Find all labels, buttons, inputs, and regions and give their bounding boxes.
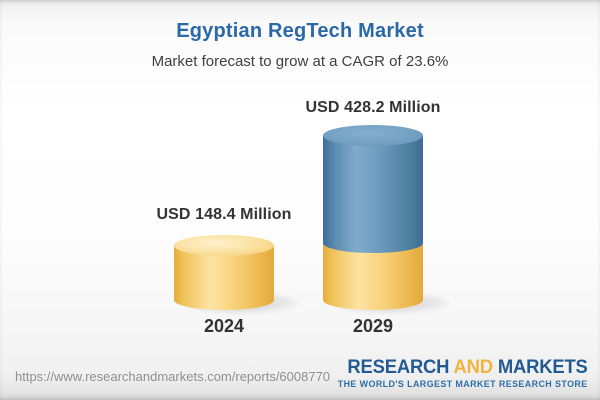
bar-2024-category-label: 2024 — [203, 316, 245, 336]
bar-2024-cylinder-top — [174, 235, 274, 256]
bar-2029-base-segment — [323, 243, 423, 310]
brand-word-research: RESEARCH — [347, 357, 450, 378]
bar-2024-cylinder — [174, 246, 274, 310]
chart-title: Egyptian RegTech Market — [176, 20, 424, 42]
brand-logo: RESEARCH AND MARKETS THE WORLD'S LARGEST… — [338, 358, 588, 389]
report-url: https://www.researchandmarkets.com/repor… — [15, 369, 331, 384]
bar-2029-category-label: 2029 — [352, 316, 394, 336]
brand-word-markets: MARKETS — [498, 357, 588, 378]
bar-2024-value-label: USD 148.4 Million — [156, 206, 292, 223]
brand-tagline: THE WORLD'S LARGEST MARKET RESEARCH STOR… — [338, 378, 588, 389]
bar-2029-value-label: USD 428.2 Million — [305, 99, 441, 116]
brand-logo-wordmark: RESEARCH AND MARKETS — [338, 358, 588, 378]
bar-2029-cylinder-top — [323, 125, 423, 146]
brand-word-and: AND — [453, 357, 494, 378]
chart-subtitle: Market forecast to grow at a CAGR of 23.… — [151, 53, 449, 70]
bar-2029-growth-segment — [323, 136, 423, 253]
